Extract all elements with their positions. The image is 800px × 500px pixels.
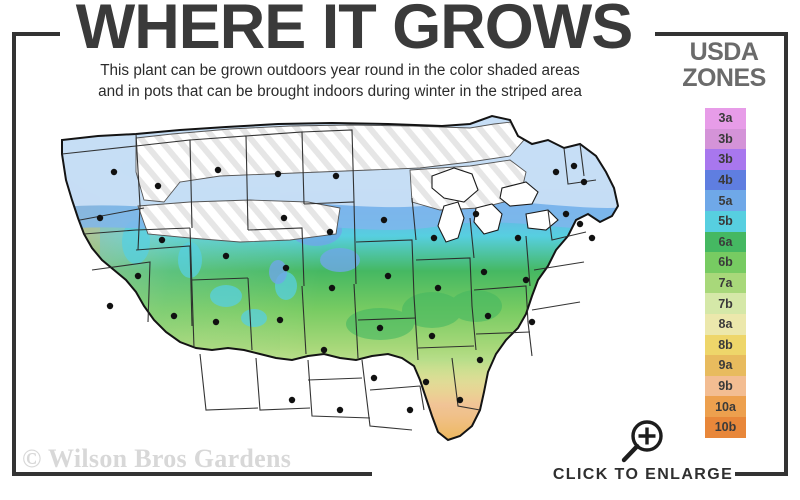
zone-swatch-8a: 8a [705,313,746,335]
zone-swatch-label: 5a [718,193,733,208]
zone-swatch-3a: 3a [705,108,746,129]
frame-border-right [784,32,788,476]
zone-swatch-label: 9b [718,379,733,394]
zone-swatch-label: 3b [718,152,733,167]
subtitle-text: This plant can be grown outdoors year ro… [40,60,640,102]
zone-swatch-10b: 10b [705,416,746,438]
zone-swatch-6b: 6b [705,252,746,273]
zone-swatch-4b: 4b [705,169,746,191]
zone-swatch-9b: 9b [705,375,746,397]
zone-swatch-label: 3a [718,111,733,126]
usda-zone-legend: 3a 3b 3b 4b 5a 5b 6a 6b 7a 7b 8a 8b 9a 9b 10a 10b [705,108,746,438]
zone-swatch-5b: 5b [705,210,746,232]
frame-border-top-left [12,32,60,36]
frame-border-left [12,32,16,476]
zone-swatch-7a: 7a [705,272,746,294]
zone-swatch-label: 9a [718,358,733,373]
zone-swatch-label: 10b [714,420,737,435]
watermark-copyright: © Wilson Bros Gardens [22,444,292,473]
zone-swatch-label: 3b [718,131,733,146]
legend-title-line-2: ZONES [682,63,766,92]
zone-swatch-6a: 6a [705,231,746,253]
frame-border-top-right [655,32,788,36]
click-to-enlarge-label[interactable]: CLICK TO ENLARGE [552,466,734,483]
zone-swatch-label: 4b [718,173,733,188]
zone-swatch-label: 8a [718,317,733,332]
zone-swatch-3b: 3b [705,128,746,150]
frame-border-bottom-left [12,472,372,476]
frame-border-bottom-right [735,472,788,476]
subtitle-line-1: This plant can be grown outdoors year ro… [100,62,580,79]
legend-title: USDA ZONES [668,38,780,92]
zone-swatch-label: 7a [718,276,733,291]
zone-swatch-label: 10a [715,399,736,414]
zone-swatch-label: 8b [718,337,733,352]
zone-swatch-8b: 8b [705,334,746,356]
zone-swatch-3b: 3b [705,149,746,170]
magnifier-plus-icon[interactable] [620,418,666,464]
hardiness-zone-map[interactable] [40,110,640,460]
zone-swatch-label: 5b [718,214,733,229]
subtitle-line-2: and in pots that can be brought indoors … [98,83,582,101]
zone-swatch-7b: 7b [705,293,746,314]
zone-swatch-label: 7b [718,296,733,311]
zone-swatch-5a: 5a [705,190,746,211]
zone-swatch-label: 6a [718,234,733,249]
zone-swatch-9a: 9a [705,355,746,376]
zone-swatch-label: 6b [718,255,733,270]
legend-title-line-1: USDA [689,38,759,66]
page-title: WHERE IT GROWS [75,0,633,62]
zone-swatch-10a: 10a [705,396,746,417]
